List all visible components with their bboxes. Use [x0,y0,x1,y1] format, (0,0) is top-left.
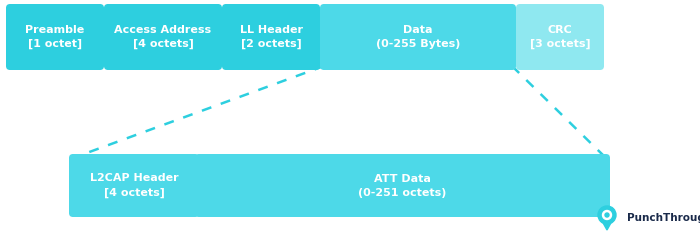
Polygon shape [602,221,612,230]
Text: PunchThrough: PunchThrough [627,213,700,223]
FancyBboxPatch shape [6,4,104,70]
Text: Access Address
[4 octets]: Access Address [4 octets] [114,25,211,49]
Circle shape [598,206,616,224]
FancyBboxPatch shape [222,4,320,70]
FancyBboxPatch shape [104,4,222,70]
FancyBboxPatch shape [69,154,199,217]
FancyBboxPatch shape [195,154,610,217]
Circle shape [605,213,609,217]
Text: ATT Data
(0-251 octets): ATT Data (0-251 octets) [358,173,447,198]
FancyBboxPatch shape [320,4,516,70]
Text: LL Header
[2 octets]: LL Header [2 octets] [239,25,302,49]
FancyBboxPatch shape [516,4,604,70]
Text: CRC
[3 octets]: CRC [3 octets] [530,25,590,49]
Text: Data
(0-255 Bytes): Data (0-255 Bytes) [376,25,460,49]
Circle shape [603,211,612,219]
Text: Preamble
[1 octet]: Preamble [1 octet] [25,25,85,49]
Text: L2CAP Header
[4 octets]: L2CAP Header [4 octets] [90,173,178,198]
